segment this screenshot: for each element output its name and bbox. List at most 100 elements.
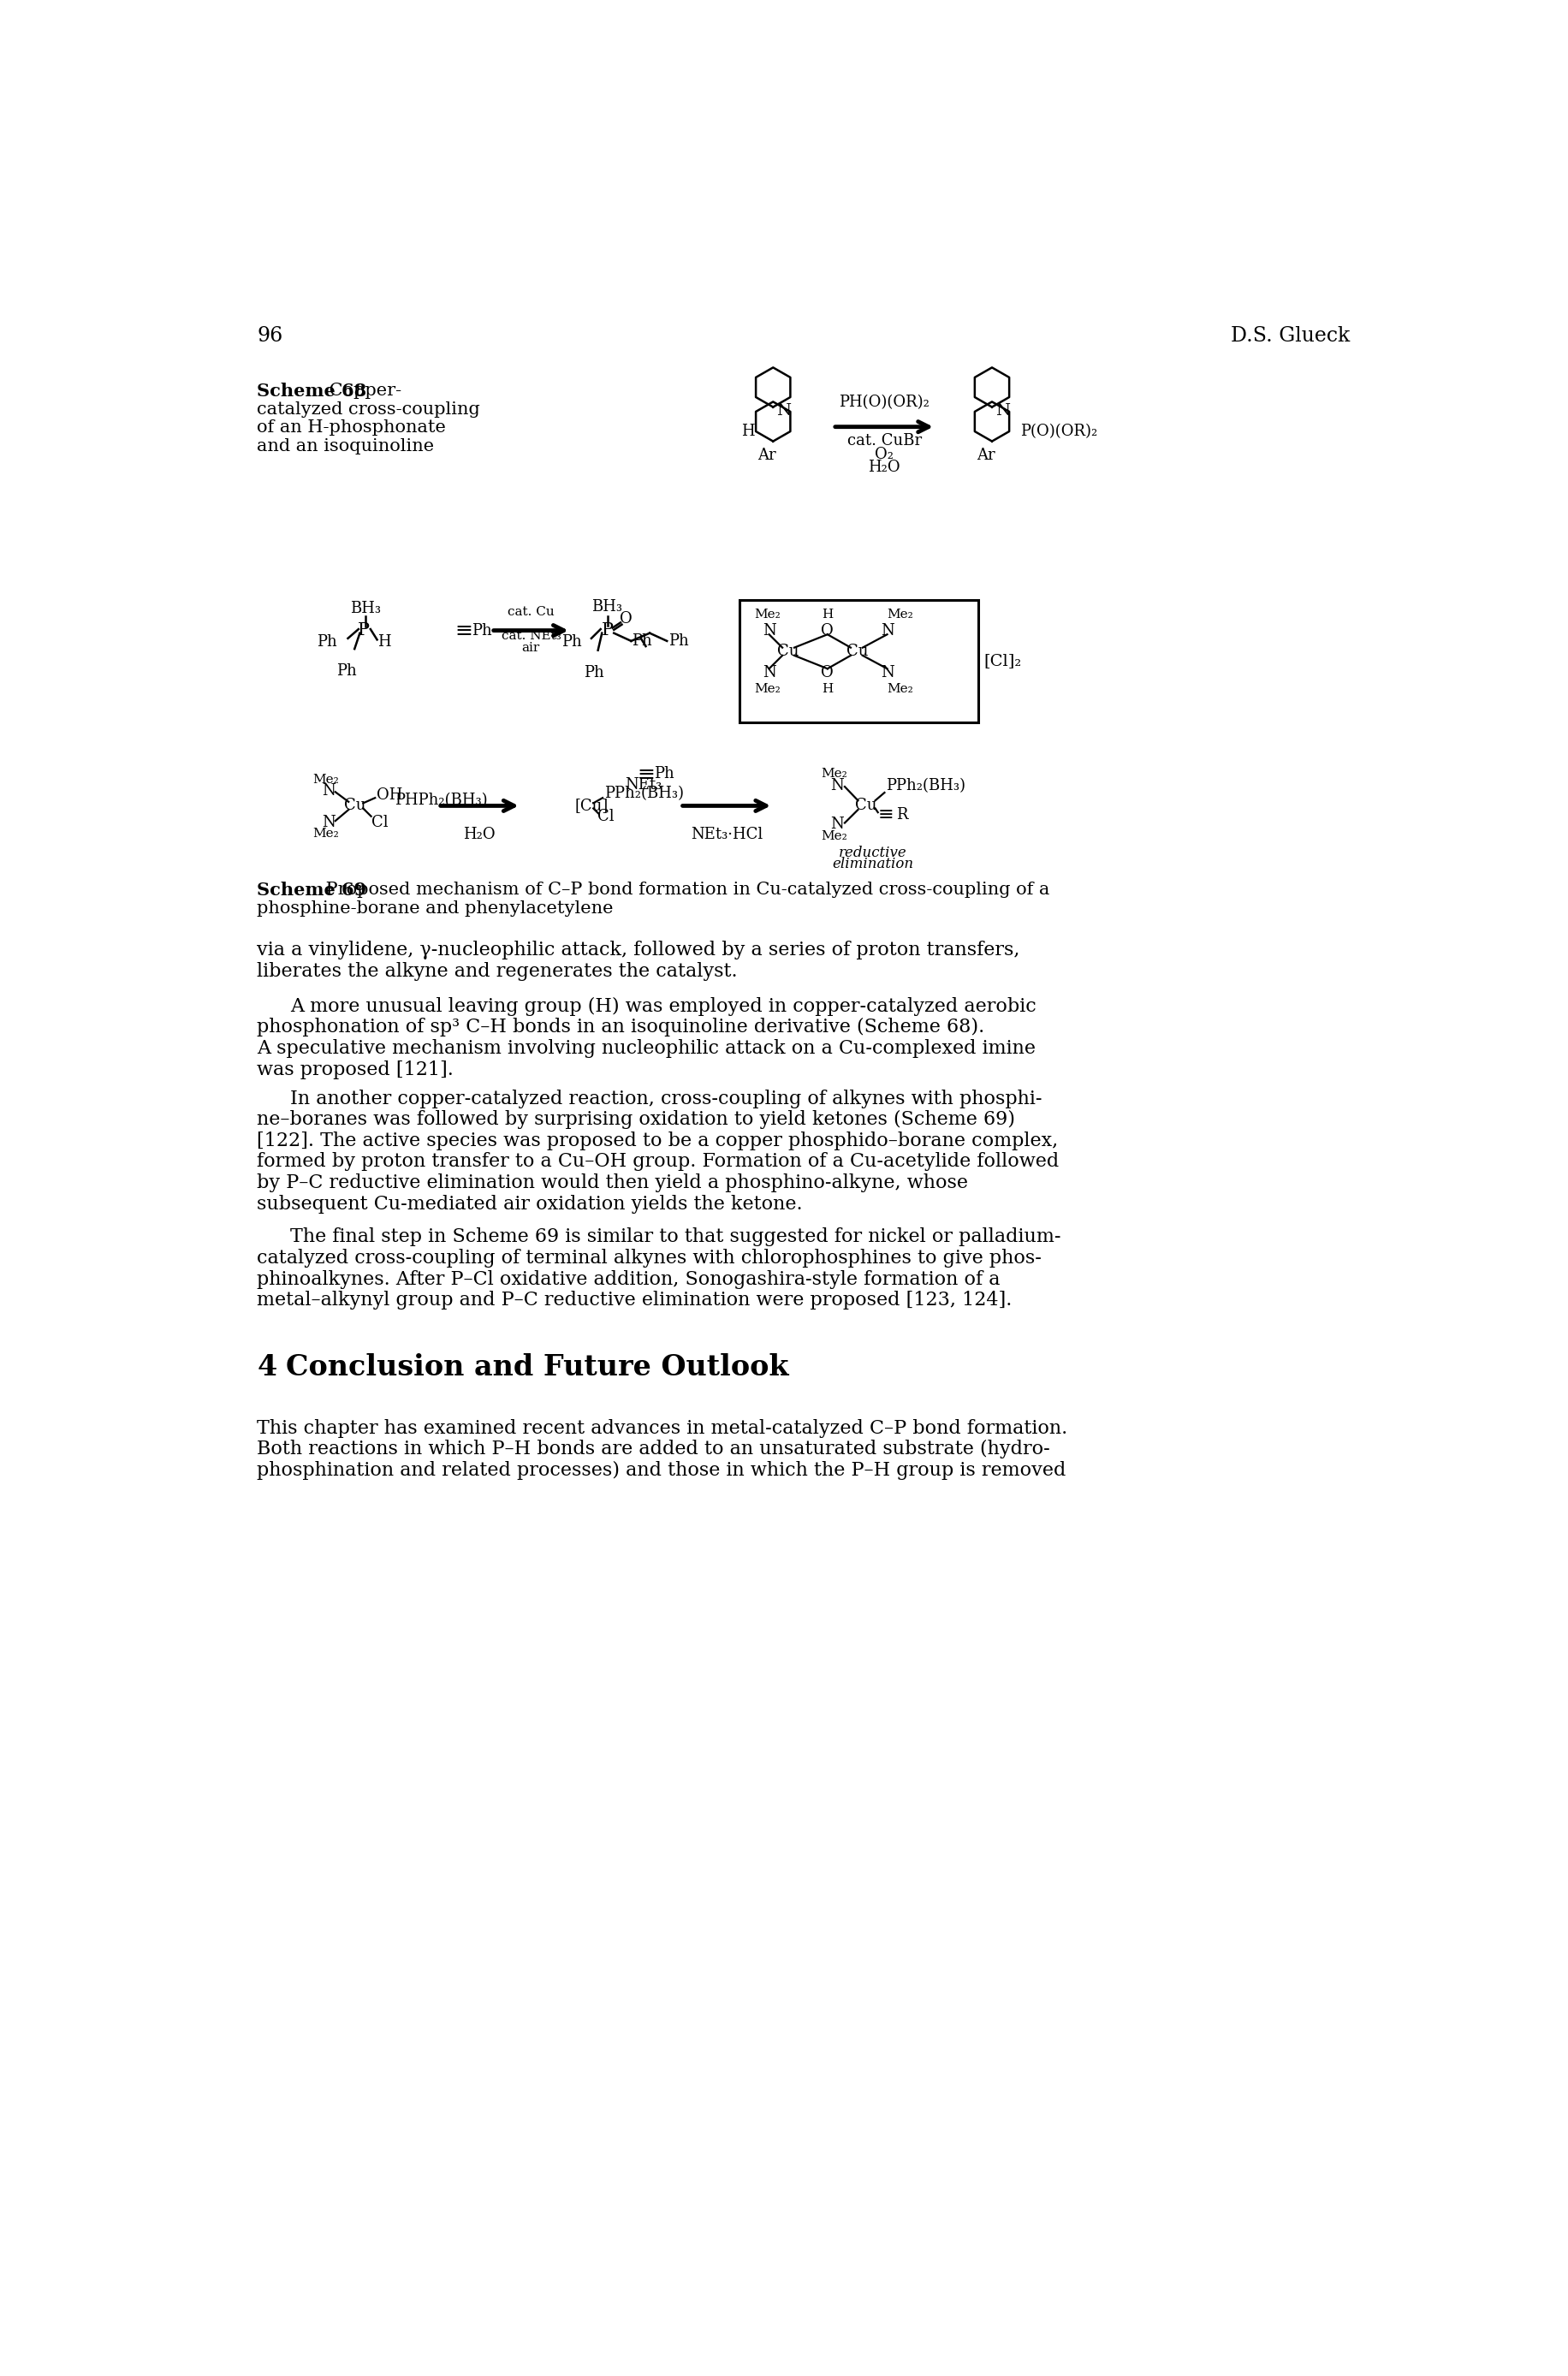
Text: BH₃: BH₃: [350, 601, 381, 615]
Text: Ar: Ar: [977, 447, 996, 463]
Text: Cl: Cl: [372, 815, 387, 829]
Text: H: H: [822, 608, 833, 620]
Text: Ar: Ar: [757, 447, 776, 463]
Text: P: P: [358, 623, 370, 639]
Text: N: N: [762, 623, 776, 639]
Text: catalyzed cross-coupling of terminal alkynes with chlorophosphines to give phos-: catalyzed cross-coupling of terminal alk…: [257, 1250, 1041, 1266]
Text: H₂O: H₂O: [464, 827, 495, 841]
Text: phosphine-borane and phenylacetylene: phosphine-borane and phenylacetylene: [257, 901, 613, 917]
Text: O: O: [619, 611, 632, 627]
Text: PH(O)(OR)₂: PH(O)(OR)₂: [839, 394, 930, 411]
Text: Proposed mechanism of C–P bond formation in Cu-catalyzed cross-coupling of a: Proposed mechanism of C–P bond formation…: [320, 881, 1049, 898]
Text: Me₂: Me₂: [822, 829, 847, 841]
Text: Scheme 69: Scheme 69: [257, 881, 367, 898]
Text: H₂O: H₂O: [869, 461, 900, 475]
Text: Ph: Ph: [317, 634, 337, 651]
Text: In another copper-catalyzed reaction, cross-coupling of alkynes with phosphi-: In another copper-catalyzed reaction, cr…: [290, 1088, 1043, 1107]
Text: Ph: Ph: [654, 767, 674, 782]
Text: H: H: [742, 423, 754, 440]
Text: OH: OH: [376, 786, 403, 803]
Text: R: R: [897, 808, 908, 822]
Text: phosphonation of sp³ C–H bonds in an isoquinoline derivative (Scheme 68).: phosphonation of sp³ C–H bonds in an iso…: [257, 1017, 985, 1036]
Bar: [740, 601, 978, 722]
Text: ne–boranes was followed by surprising oxidation to yield ketones (Scheme 69): ne–boranes was followed by surprising ox…: [257, 1110, 1016, 1129]
Text: This chapter has examined recent advances in metal-catalyzed C–P bond formation.: This chapter has examined recent advance…: [257, 1418, 1068, 1437]
Text: Me₂: Me₂: [887, 608, 914, 620]
Text: Ph: Ph: [668, 634, 688, 649]
Text: phosphination and related processes) and those in which the P–H group is removed: phosphination and related processes) and…: [257, 1461, 1066, 1480]
Text: NEt₃: NEt₃: [626, 777, 662, 791]
Text: ≡: ≡: [637, 765, 655, 784]
Text: NEt₃·HCl: NEt₃·HCl: [690, 827, 762, 841]
Text: catalyzed cross-coupling: catalyzed cross-coupling: [257, 402, 480, 418]
Text: cat. Cu: cat. Cu: [508, 606, 555, 618]
Text: N: N: [321, 815, 336, 829]
Text: O: O: [822, 665, 834, 680]
Text: of an H-phosphonate: of an H-phosphonate: [257, 421, 445, 435]
Text: Ph: Ph: [472, 623, 492, 639]
Text: [Cl]₂: [Cl]₂: [985, 653, 1022, 668]
Text: Me₂: Me₂: [754, 608, 781, 620]
Text: formed by proton transfer to a Cu–OH group. Formation of a Cu-acetylide followed: formed by proton transfer to a Cu–OH gro…: [257, 1152, 1060, 1171]
Text: Cu: Cu: [847, 644, 869, 658]
Text: Conclusion and Future Outlook: Conclusion and Future Outlook: [287, 1352, 789, 1380]
Text: H: H: [822, 684, 833, 696]
Text: H: H: [376, 634, 390, 651]
Text: Ph: Ph: [561, 634, 582, 651]
Text: Me₂: Me₂: [822, 767, 847, 779]
Text: elimination: elimination: [833, 858, 913, 872]
Text: BH₃: BH₃: [591, 599, 622, 615]
Text: 96: 96: [257, 326, 282, 345]
Text: The final step in Scheme 69 is similar to that suggested for nickel or palladium: The final step in Scheme 69 is similar t…: [290, 1228, 1062, 1247]
Text: Ph: Ph: [337, 663, 358, 680]
Text: Both reactions in which P–H bonds are added to an unsaturated substrate (hydro-: Both reactions in which P–H bonds are ad…: [257, 1440, 1051, 1459]
Text: 4: 4: [257, 1352, 278, 1380]
Text: P(O)(OR)₂: P(O)(OR)₂: [1019, 423, 1098, 440]
Text: A speculative mechanism involving nucleophilic attack on a Cu-complexed imine: A speculative mechanism involving nucleo…: [257, 1038, 1036, 1057]
Text: Me₂: Me₂: [312, 827, 339, 839]
Text: D.S. Glueck: D.S. Glueck: [1231, 326, 1350, 345]
Text: Cl: Cl: [597, 808, 615, 824]
Text: N: N: [996, 404, 1010, 418]
Text: A more unusual leaving group (H) was employed in copper-catalyzed aerobic: A more unusual leaving group (H) was emp…: [290, 998, 1036, 1017]
Text: cat. NEt₃: cat. NEt₃: [502, 630, 561, 642]
Text: [122]. The active species was proposed to be a copper phosphido–borane complex,: [122]. The active species was proposed t…: [257, 1131, 1058, 1150]
Text: and an isoquinoline: and an isoquinoline: [257, 437, 434, 454]
Text: ≡: ≡: [455, 620, 472, 639]
Text: metal–alkynyl group and P–C reductive elimination were proposed [123, 124].: metal–alkynyl group and P–C reductive el…: [257, 1290, 1013, 1309]
Text: Me₂: Me₂: [887, 684, 914, 696]
Text: PPh₂(BH₃): PPh₂(BH₃): [886, 779, 966, 794]
Text: O₂: O₂: [875, 447, 894, 461]
Text: Ph: Ph: [632, 634, 652, 649]
Text: subsequent Cu-mediated air oxidation yields the ketone.: subsequent Cu-mediated air oxidation yie…: [257, 1195, 803, 1214]
Text: phinoalkynes. After P–Cl oxidative addition, Sonogashira-style formation of a: phinoalkynes. After P–Cl oxidative addit…: [257, 1269, 1000, 1288]
Text: Me₂: Me₂: [312, 775, 339, 786]
Text: N: N: [762, 665, 776, 680]
Text: PHPh₂(BH₃): PHPh₂(BH₃): [395, 794, 488, 808]
Text: PPh₂(BH₃): PPh₂(BH₃): [604, 786, 684, 801]
Text: air: air: [522, 642, 539, 653]
Text: Cu: Cu: [345, 798, 365, 813]
Text: N: N: [321, 784, 336, 798]
Text: liberates the alkyne and regenerates the catalyst.: liberates the alkyne and regenerates the…: [257, 962, 737, 981]
Text: ≡: ≡: [878, 805, 894, 824]
Text: by P–C reductive elimination would then yield a phosphino-alkyne, whose: by P–C reductive elimination would then …: [257, 1174, 969, 1193]
Text: Me₂: Me₂: [754, 684, 781, 696]
Text: [Cu]: [Cu]: [575, 798, 608, 813]
Text: Ph: Ph: [583, 665, 604, 680]
Text: Cu: Cu: [776, 644, 798, 658]
Text: P: P: [601, 623, 613, 639]
Text: N: N: [829, 817, 844, 832]
Text: Scheme 68: Scheme 68: [257, 383, 367, 399]
Text: N: N: [881, 623, 894, 639]
Text: via a vinylidene, γ-nucleophilic attack, followed by a series of proton transfer: via a vinylidene, γ-nucleophilic attack,…: [257, 941, 1021, 960]
Text: N: N: [776, 404, 790, 418]
Text: Cu: Cu: [855, 798, 877, 813]
Text: cat. CuBr: cat. CuBr: [847, 432, 922, 449]
Text: was proposed [121].: was proposed [121].: [257, 1060, 453, 1079]
Text: reductive: reductive: [839, 846, 906, 860]
Text: N: N: [829, 779, 844, 794]
Text: Copper-: Copper-: [323, 383, 401, 399]
Text: N: N: [881, 665, 894, 680]
Text: O: O: [822, 623, 834, 639]
